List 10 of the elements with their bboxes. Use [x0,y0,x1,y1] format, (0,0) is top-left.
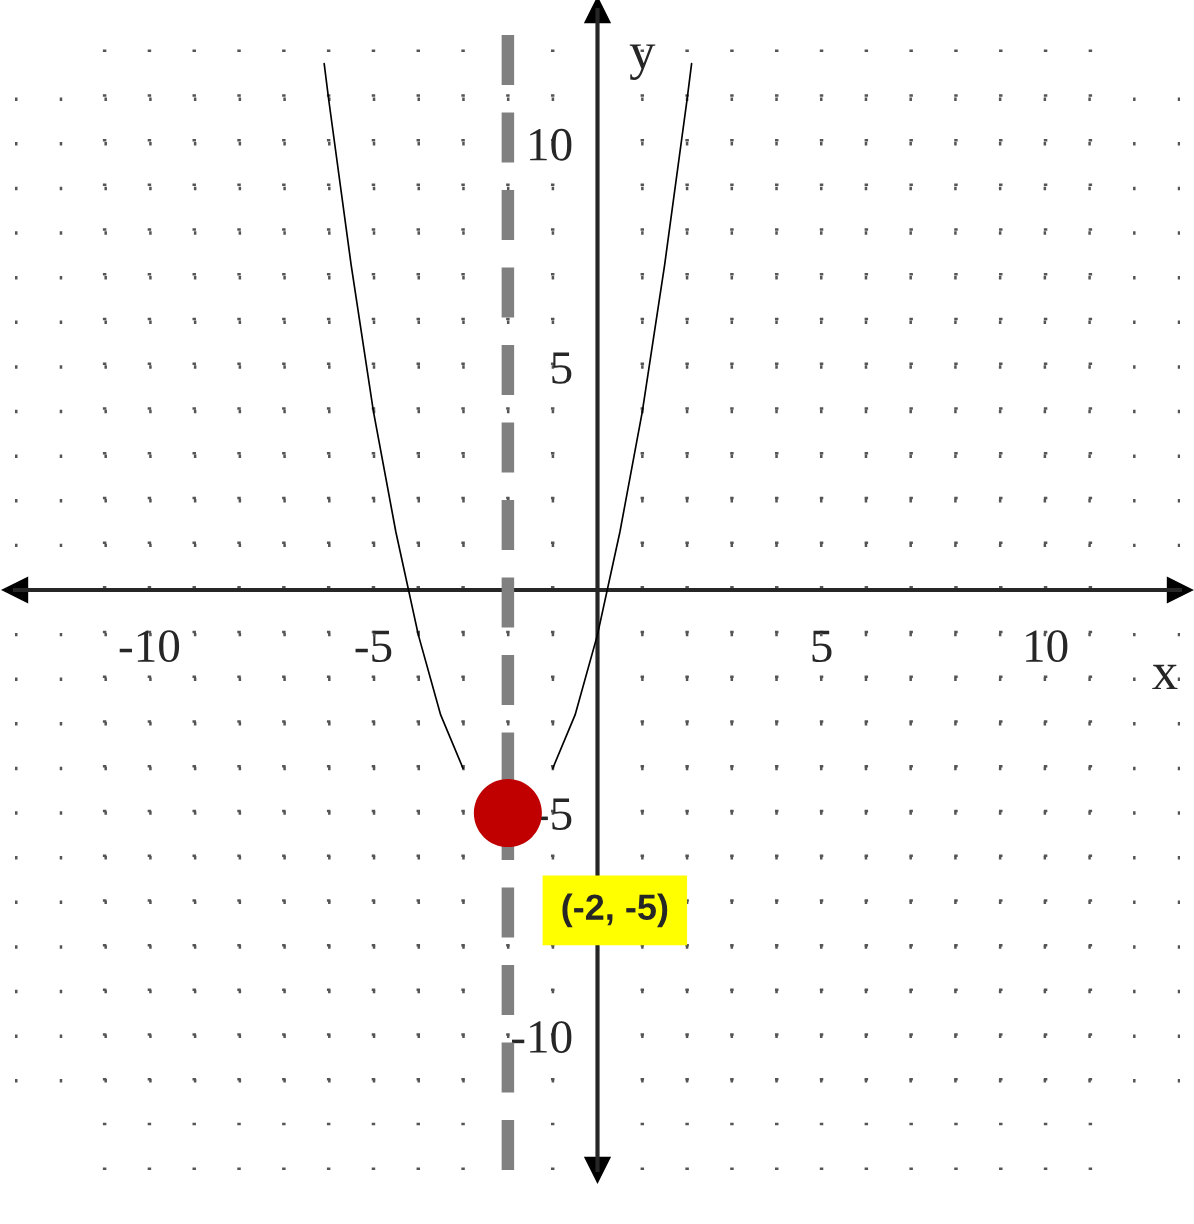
x-tick-label: 10 [1026,630,1068,663]
x-tick-label: 5 [812,630,832,663]
y-tick-label: -10 [512,1021,572,1053]
x-tick-label: -5 [355,630,392,663]
y-tick-label: 10 [530,128,572,161]
annotation: (-2, -5) [562,893,668,928]
x-axis-title: x [1152,664,1178,690]
x-tick-label: -10 [119,630,180,663]
y-axis-title: y [629,44,656,80]
y-tick-label: 5 [552,352,572,384]
